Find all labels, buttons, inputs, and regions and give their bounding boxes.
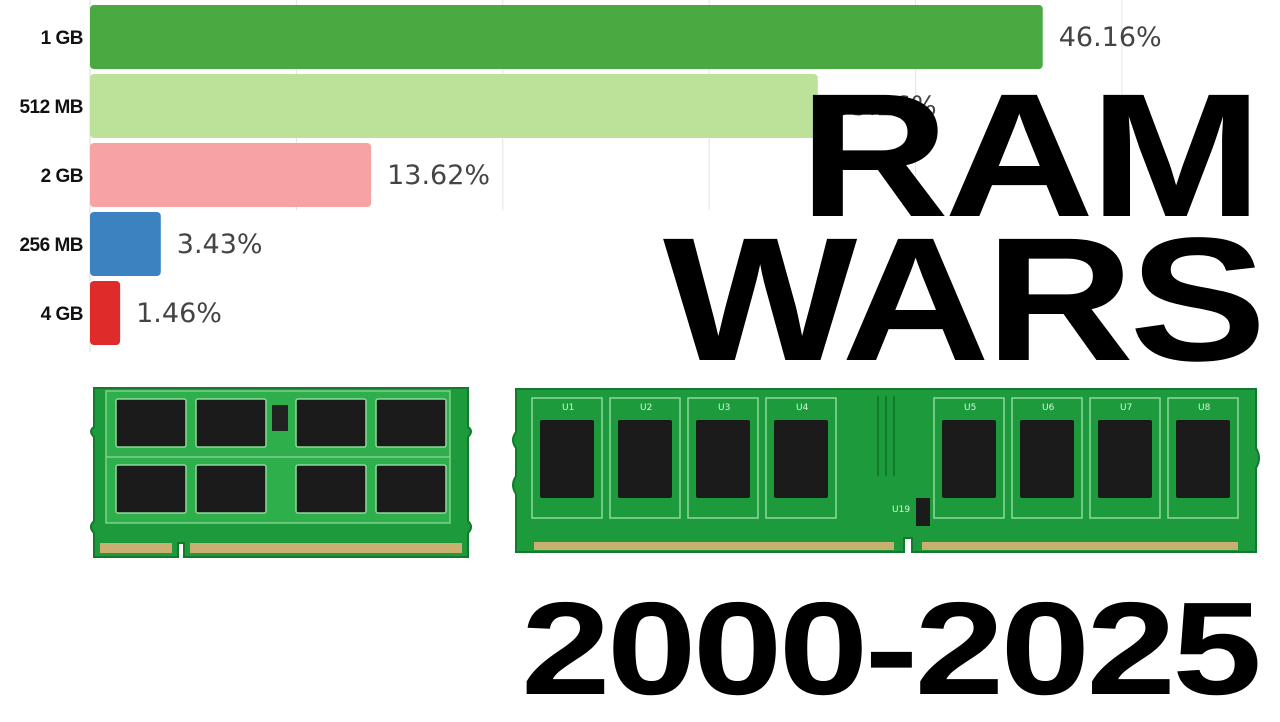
dimm-controller-chip: [916, 498, 930, 526]
svg-text:U1: U1: [562, 403, 574, 413]
value-label: 13.62%: [387, 160, 490, 191]
category-label: 1 GB: [41, 28, 83, 49]
dimm-traces: [877, 396, 895, 476]
svg-text:U4: U4: [796, 403, 809, 413]
bar-512-mb: [90, 74, 818, 138]
svg-text:U5: U5: [964, 403, 976, 413]
svg-text:U6: U6: [1042, 403, 1055, 413]
dimm-gold-contacts-left: [534, 542, 894, 550]
bar-1-gb: [90, 5, 1043, 69]
dimm-chips: [540, 420, 1230, 498]
bar-256-mb: [90, 212, 161, 276]
title-wars: WARS: [662, 202, 1267, 398]
sodimm-gold-contacts-left: [100, 543, 172, 553]
value-label: 3.43%: [177, 229, 263, 260]
title-years: 2000-2025: [520, 575, 1262, 722]
dimm-chip-outlines: [531, 397, 1239, 519]
svg-text:U2: U2: [640, 403, 652, 413]
bar-chart: 1 GB 46.16% 512 MB 35.26% 2 GB 13.62% 256 MB 3.…: [19, 0, 1162, 352]
sodimm-gold-contacts-right: [190, 543, 462, 553]
svg-text:U8: U8: [1198, 403, 1211, 413]
sodimm-small-chip: [272, 405, 288, 431]
svg-text:U7: U7: [1120, 403, 1132, 413]
category-label: 256 MB: [19, 235, 83, 256]
value-label: 1.46%: [136, 298, 222, 329]
dimm-ram-icon: U1 U2 U3 U4 U5 U6 U7 U8 U19: [512, 388, 1260, 553]
svg-text:U3: U3: [718, 403, 730, 413]
value-label: 46.16%: [1059, 22, 1162, 53]
category-label: 2 GB: [41, 166, 83, 187]
svg-text:U19: U19: [892, 505, 910, 515]
bar-4-gb: [90, 281, 121, 345]
value-label: 35.26%: [834, 91, 937, 122]
bar-2-gb: [90, 143, 372, 207]
dimm-chip-labels: U1 U2 U3 U4 U5 U6 U7 U8 U19: [562, 403, 1211, 515]
sodimm-ram-icon: [90, 387, 472, 558]
dimm-gold-contacts-right: [922, 542, 1238, 550]
category-label: 512 MB: [19, 97, 83, 118]
title-ram: RAM: [799, 58, 1263, 254]
category-label: 4 GB: [41, 304, 83, 325]
sodimm-chips: [115, 398, 447, 514]
